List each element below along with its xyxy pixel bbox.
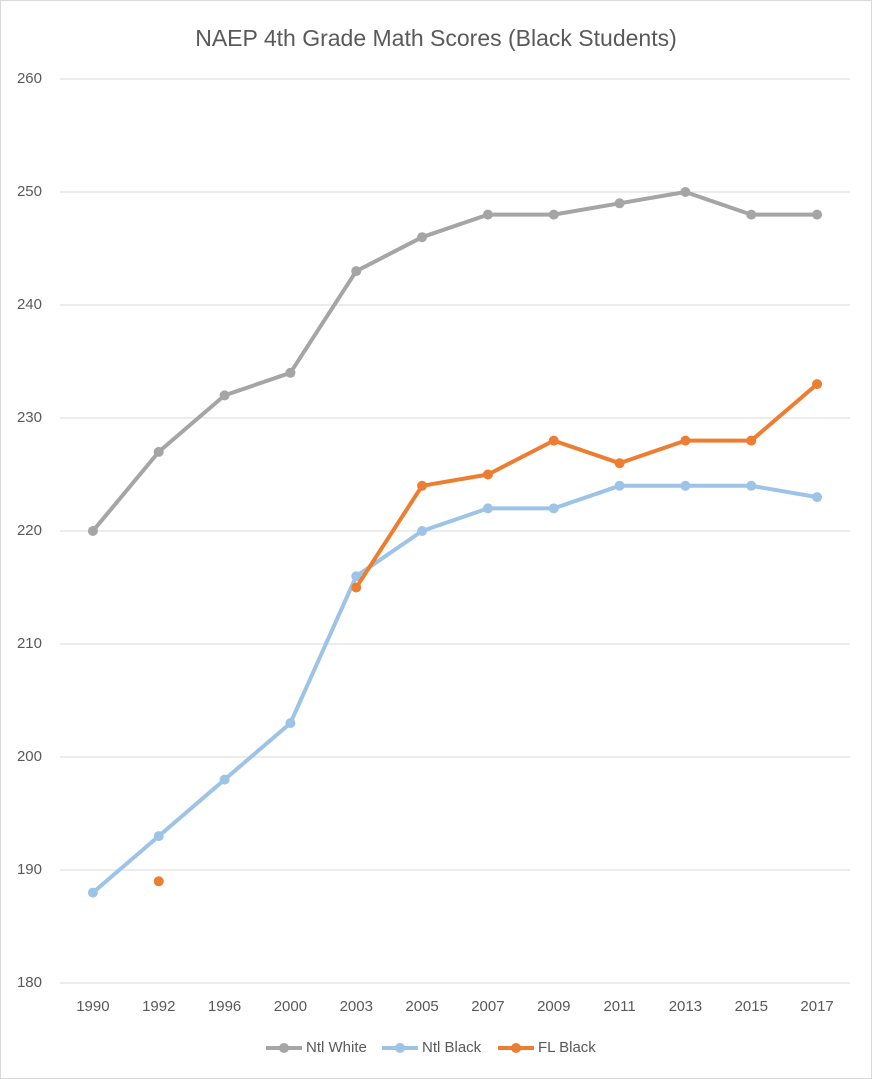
data-point <box>746 480 757 491</box>
data-point <box>614 480 625 491</box>
data-point <box>614 198 625 209</box>
y-tick-label: 200 <box>17 748 42 765</box>
data-point <box>482 209 493 220</box>
y-tick-label: 250 <box>17 183 42 200</box>
data-point <box>417 232 428 243</box>
data-point <box>153 831 164 842</box>
legend-label: Ntl White <box>306 1039 367 1056</box>
legend-label: Ntl Black <box>422 1039 482 1056</box>
data-point <box>614 458 625 469</box>
data-point <box>153 876 164 887</box>
series-line <box>91 483 818 895</box>
x-tick-label: 2015 <box>735 998 768 1015</box>
data-point <box>87 526 98 536</box>
legend-marker <box>279 1043 289 1053</box>
data-point <box>746 435 757 446</box>
data-point <box>812 209 823 220</box>
data-point <box>548 503 559 514</box>
legend-marker <box>395 1043 405 1053</box>
x-tick-label: 2011 <box>603 998 635 1015</box>
data-point <box>351 571 362 582</box>
x-tick-label: 2005 <box>405 998 438 1015</box>
data-point <box>219 774 230 785</box>
y-tick-label: 190 <box>17 861 42 878</box>
x-tick-label: 1996 <box>208 998 241 1015</box>
data-point <box>548 435 559 446</box>
data-point <box>417 526 428 536</box>
legend-marker <box>511 1043 521 1053</box>
x-tick-label: 1992 <box>142 998 175 1015</box>
x-tick-label: 2009 <box>537 998 570 1015</box>
legend-label: FL Black <box>538 1039 596 1056</box>
data-point <box>219 390 230 401</box>
x-tick-label: 2000 <box>274 998 307 1015</box>
x-tick-label: 2017 <box>800 998 833 1015</box>
data-point <box>680 435 691 446</box>
data-point <box>285 367 296 378</box>
data-point <box>417 480 428 491</box>
data-point <box>153 446 164 457</box>
data-point <box>680 480 691 491</box>
data-point <box>351 582 362 593</box>
data-point <box>812 492 823 503</box>
data-point <box>548 209 559 220</box>
x-tick-label: 1990 <box>76 998 109 1015</box>
data-point <box>87 887 98 898</box>
y-tick-label: 210 <box>17 635 42 652</box>
y-tick-label: 220 <box>17 522 42 539</box>
data-point <box>285 718 296 729</box>
data-point <box>351 266 362 277</box>
series-line <box>91 190 818 533</box>
data-point <box>746 209 757 220</box>
x-tick-label: 2013 <box>669 998 702 1015</box>
y-tick-label: 230 <box>17 409 42 426</box>
y-tick-label: 180 <box>17 974 42 991</box>
y-tick-label: 240 <box>17 296 42 313</box>
data-point <box>482 469 493 480</box>
x-tick-label: 2003 <box>340 998 373 1015</box>
data-point <box>482 503 493 514</box>
data-point <box>812 379 823 390</box>
y-tick-label: 260 <box>17 70 42 87</box>
series-line <box>354 382 819 589</box>
chart-title: NAEP 4th Grade Math Scores (Black Studen… <box>195 25 677 51</box>
x-tick-label: 2007 <box>471 998 504 1015</box>
data-point <box>680 187 691 197</box>
